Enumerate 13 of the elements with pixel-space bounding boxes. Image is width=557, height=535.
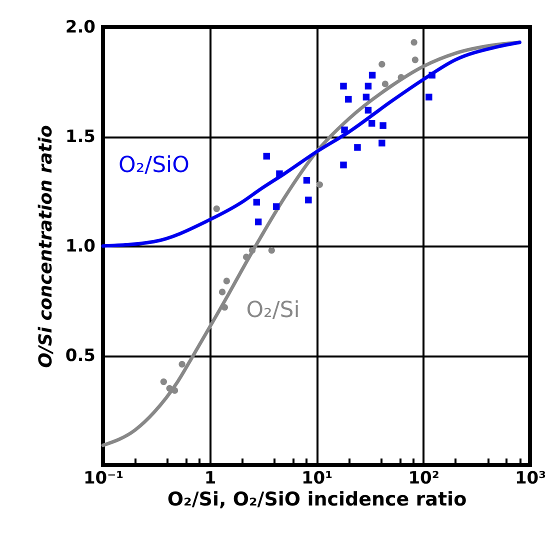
- y-tick-label: 1.0: [65, 236, 96, 256]
- series-label: O₂/Si: [246, 298, 300, 323]
- y-tick-label: 0.5: [65, 346, 96, 366]
- x-tick-label: 10²: [408, 468, 440, 488]
- y-axis-title: O/Si concentration ratio: [35, 125, 56, 368]
- x-axis-title: O₂/Si, O₂/SiO incidence ratio: [167, 488, 467, 510]
- y-tick-label: 1.5: [65, 127, 96, 147]
- y-tick-label: 2.0: [65, 18, 96, 38]
- x-tick-label: 10⁻¹: [83, 468, 124, 488]
- x-tick-label: 10³: [514, 468, 546, 488]
- text: O₂/SiO: [118, 153, 190, 178]
- x-tick-label: 10¹: [301, 468, 333, 488]
- x-tick-label: 1: [204, 468, 216, 488]
